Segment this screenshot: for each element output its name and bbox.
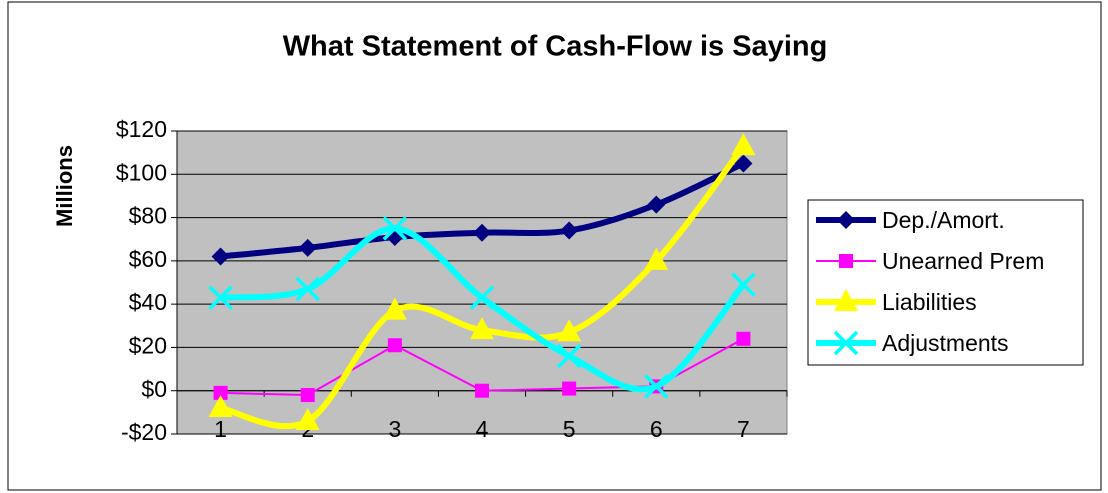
marker <box>833 330 859 356</box>
y-tick-label: $80 <box>129 203 167 229</box>
x-tick-label: 7 <box>737 416 750 442</box>
marker <box>644 247 669 270</box>
marker <box>298 238 317 257</box>
marker <box>731 272 756 297</box>
marker <box>295 276 320 302</box>
x-tick-label: 4 <box>476 416 489 442</box>
y-tick-label: -$20 <box>121 419 167 445</box>
y-tick-label: $60 <box>129 246 167 272</box>
legend-label: Unearned Prem <box>882 248 1044 274</box>
marker <box>382 216 408 241</box>
marker <box>469 285 495 310</box>
marker <box>731 133 756 156</box>
marker <box>473 223 491 242</box>
y-tick-label: $40 <box>129 289 167 315</box>
marker <box>647 195 666 214</box>
legend-label: Dep./Amort. <box>882 207 1005 233</box>
marker <box>644 374 669 399</box>
x-tick-label: 6 <box>650 416 663 442</box>
x-tick-label: 3 <box>388 416 401 442</box>
marker <box>839 254 853 268</box>
x-tick-label: 1 <box>214 416 227 442</box>
marker <box>382 297 407 320</box>
marker <box>211 247 230 266</box>
plot-background <box>176 130 788 435</box>
marker <box>213 385 228 400</box>
y-tick-label: $20 <box>129 333 167 359</box>
marker <box>734 154 753 173</box>
marker <box>837 211 855 229</box>
marker <box>834 289 858 311</box>
marker <box>557 319 582 342</box>
marker <box>208 395 233 418</box>
y-tick-label: $0 <box>141 376 167 402</box>
legend-label: Adjustments <box>882 330 1009 356</box>
marker <box>208 285 233 310</box>
x-tick-label: 5 <box>563 416 576 442</box>
marker <box>475 383 489 398</box>
legend-label: Liabilities <box>882 289 977 315</box>
y-tick-label: $100 <box>116 159 167 185</box>
chart-title: What Statement of Cash-Flow is Saying <box>283 31 828 63</box>
marker <box>300 388 315 403</box>
y-axis-label: Millions <box>52 145 77 227</box>
y-tick-label: $120 <box>116 116 167 142</box>
marker <box>560 221 579 240</box>
marker <box>736 331 751 346</box>
marker <box>470 317 494 340</box>
marker <box>387 338 402 353</box>
marker <box>295 408 320 431</box>
marker <box>562 381 577 396</box>
marker <box>556 343 582 369</box>
